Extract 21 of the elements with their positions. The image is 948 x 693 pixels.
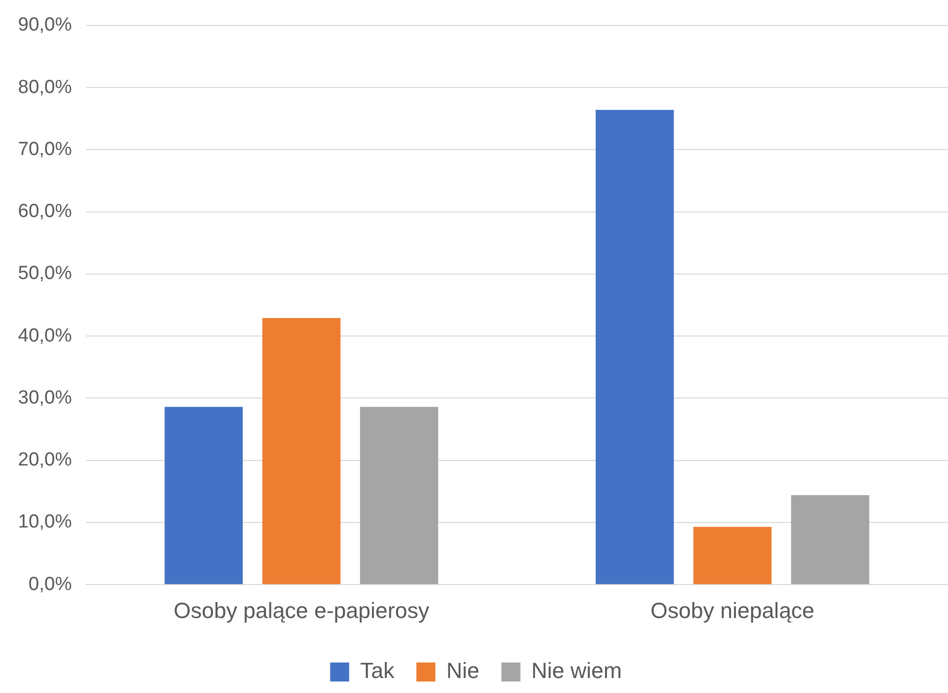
- legend-label: Tak: [360, 658, 396, 684]
- bar: [791, 495, 870, 584]
- y-tick-label: 80,0%: [18, 76, 72, 98]
- bar: [360, 406, 438, 584]
- y-tick-label: 90,0%: [18, 14, 72, 36]
- bar: [262, 318, 340, 584]
- y-tick-label: 40,0%: [18, 325, 72, 346]
- y-tick-label: 70,0%: [18, 138, 72, 160]
- y-tick-label: 20,0%: [18, 450, 72, 471]
- y-tick-label: 10,0%: [18, 512, 72, 533]
- y-tick-label: 0,0%: [28, 574, 72, 595]
- bar: [164, 406, 243, 584]
- bar: [596, 110, 674, 584]
- y-tick-label: 50,0%: [18, 263, 72, 284]
- bar: [693, 526, 772, 584]
- legend-label: Nie wiem: [531, 658, 622, 684]
- legend-label: Nie: [446, 658, 480, 684]
- x-tick-label: Osoby palące e-papierosy: [174, 598, 430, 623]
- y-tick-label: 60,0%: [18, 201, 72, 222]
- y-tick-label: 30,0%: [18, 387, 72, 408]
- x-tick-label: Osoby niepalące: [650, 598, 814, 623]
